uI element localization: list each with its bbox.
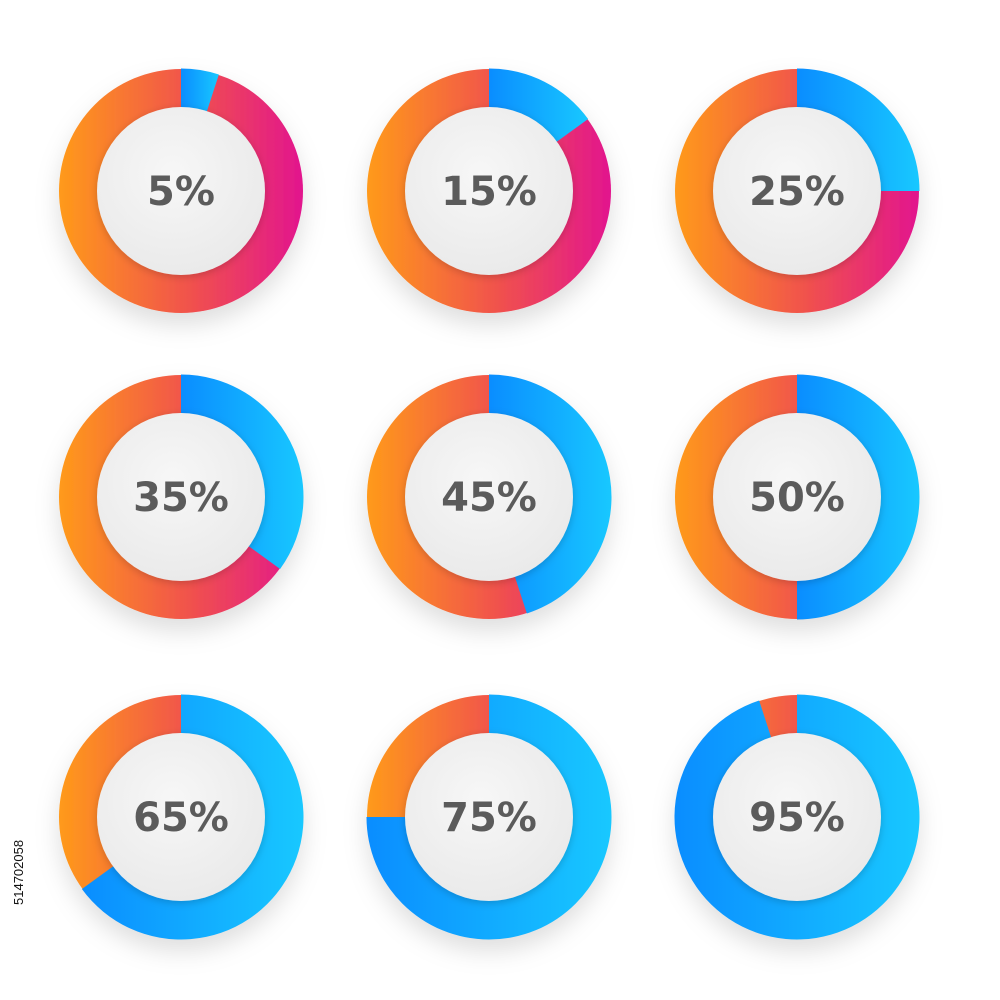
donut-center bbox=[405, 107, 573, 275]
donut-center bbox=[97, 107, 265, 275]
donut-center bbox=[97, 733, 265, 901]
percentage-label: 35% bbox=[133, 475, 229, 521]
donut-center bbox=[713, 413, 881, 581]
donut-chart-75: 75% bbox=[366, 694, 612, 940]
donut-value-slice bbox=[181, 68, 219, 114]
donut-chart-15: 15% bbox=[367, 68, 611, 313]
percentage-label: 45% bbox=[441, 475, 537, 521]
donut-chart-50: 50% bbox=[675, 374, 920, 620]
percentage-label: 25% bbox=[749, 169, 845, 215]
donut-center bbox=[97, 413, 265, 581]
percentage-label: 95% bbox=[749, 795, 845, 841]
donut-value-slice bbox=[489, 68, 589, 143]
donut-value-slice bbox=[181, 374, 304, 570]
donut-value-slice bbox=[366, 694, 612, 940]
percentage-label: 15% bbox=[441, 169, 537, 215]
donut-center bbox=[713, 733, 881, 901]
donut-chart-95: 95% bbox=[674, 694, 920, 940]
donut-value-slice bbox=[797, 374, 920, 620]
donut-chart-45: 45% bbox=[367, 374, 612, 619]
donut-chart-5: 5% bbox=[59, 68, 303, 313]
donut-chart-35: 35% bbox=[59, 374, 304, 619]
donut-center bbox=[405, 413, 573, 581]
donut-value-slice bbox=[81, 694, 304, 940]
donut-center bbox=[405, 733, 573, 901]
donut-value-slice bbox=[797, 68, 920, 191]
stock-id-text: 514702058 bbox=[11, 840, 26, 905]
percentage-label: 50% bbox=[749, 475, 845, 521]
percentage-label: 5% bbox=[147, 169, 215, 215]
donut-value-slice bbox=[674, 694, 920, 940]
donut-chart-25: 25% bbox=[675, 68, 920, 313]
percentage-label: 75% bbox=[441, 795, 537, 841]
donut-center bbox=[713, 107, 881, 275]
percentage-label: 65% bbox=[133, 795, 229, 841]
donut-chart-65: 65% bbox=[59, 694, 304, 940]
stock-id-watermark: 514702058 bbox=[11, 840, 26, 905]
donut-value-slice bbox=[489, 374, 612, 614]
